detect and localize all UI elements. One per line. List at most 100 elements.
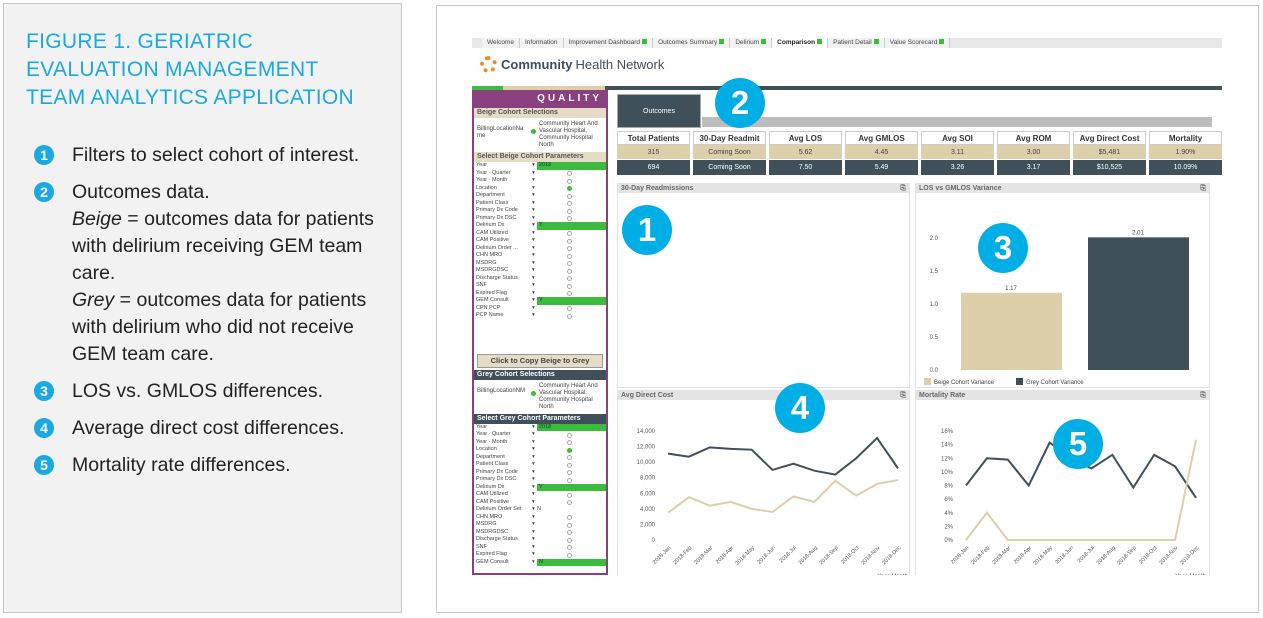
param-row[interactable]: Delirium Dx ▾ Y	[474, 483, 606, 491]
dropdown-icon[interactable]: ▾	[532, 259, 535, 266]
dropdown-icon[interactable]: ▾	[532, 506, 535, 512]
param-row[interactable]: CAM Positive ▾	[474, 499, 606, 507]
dropdown-icon[interactable]: ▾	[532, 446, 535, 452]
tab-information[interactable]: Information	[519, 38, 564, 48]
export-icon[interactable]: ⎘	[1200, 185, 1206, 192]
param-row[interactable]: Primary Dx Code ▾	[474, 207, 606, 215]
dropdown-icon[interactable]: ▾	[532, 453, 535, 460]
param-row[interactable]: Year - Quarter ▾	[474, 431, 606, 439]
param-row[interactable]: GEM Consult ▾ Y	[474, 297, 606, 305]
dropdown-icon[interactable]: ▾	[532, 491, 535, 497]
dropdown-icon[interactable]: ▾	[532, 312, 535, 318]
param-row[interactable]: MSDRGDSC ▾	[474, 529, 606, 537]
param-row[interactable]: Location ▾	[474, 446, 606, 454]
dropdown-icon[interactable]: ▾	[532, 483, 535, 490]
tab-outcomes[interactable]: Outcomes	[617, 94, 701, 128]
tab-improvement-dashboard[interactable]: Improvement Dashboard	[563, 38, 654, 48]
param-row[interactable]: Year - Quarter ▾	[474, 170, 606, 178]
dropdown-icon[interactable]: ▾	[532, 199, 535, 206]
dropdown-icon[interactable]: ▾	[532, 237, 535, 243]
param-row[interactable]: Patient Class ▾	[474, 200, 606, 208]
dropdown-icon[interactable]: ▾	[532, 498, 535, 505]
dropdown-icon[interactable]: ▾	[532, 528, 535, 535]
dropdown-icon[interactable]: ▾	[532, 304, 535, 311]
param-row[interactable]: Expired Flag ▾	[474, 290, 606, 298]
dropdown-icon[interactable]: ▾	[532, 222, 535, 228]
param-row[interactable]: Primary Dx DSC ▾	[474, 476, 606, 484]
param-row[interactable]: CAM Positive ▾	[474, 237, 606, 245]
param-row[interactable]: MSDRG ▾	[474, 260, 606, 268]
param-row[interactable]: Expired Flag ▾	[474, 551, 606, 559]
param-row[interactable]: CPN PCP ▾	[474, 305, 606, 313]
dropdown-icon[interactable]: ▾	[532, 267, 535, 273]
param-row[interactable]: Discharge Status ▾	[474, 536, 606, 544]
tab-outcomes-summary[interactable]: Outcomes Summary	[653, 38, 731, 48]
dropdown-icon[interactable]: ▾	[532, 521, 535, 527]
dropdown-icon[interactable]: ▾	[532, 468, 535, 475]
param-row[interactable]: CHN MRO ▾	[474, 252, 606, 260]
param-row[interactable]: Year ▾ 2018	[474, 423, 606, 431]
param-row[interactable]: Year ▾ 2018	[474, 162, 606, 170]
dropdown-icon[interactable]: ▾	[532, 536, 535, 542]
param-row[interactable]: CHN MRO ▾	[474, 514, 606, 522]
param-row[interactable]: SNF ▾	[474, 282, 606, 290]
dropdown-icon[interactable]: ▾	[532, 461, 535, 467]
param-row[interactable]: GEM Consult ▾ N	[474, 558, 606, 566]
param-row[interactable]: Primary Dx Code ▾	[474, 469, 606, 477]
dropdown-icon[interactable]: ▾	[532, 192, 535, 198]
param-row[interactable]: Delirium Order Set ▾ N	[474, 506, 606, 514]
tab-comparison[interactable]: Comparison	[772, 38, 829, 48]
beige-selection-box[interactable]: BillingLocationName Community Heart And V…	[474, 118, 606, 152]
dropdown-icon[interactable]: ▾	[532, 558, 535, 565]
dropdown-icon[interactable]: ▾	[532, 551, 535, 557]
dropdown-icon[interactable]: ▾	[532, 177, 535, 183]
dropdown-icon[interactable]: ▾	[532, 184, 535, 191]
dropdown-icon[interactable]: ▾	[532, 282, 535, 288]
tab-value-scorecard[interactable]: Value Scorecard	[884, 38, 951, 48]
param-row[interactable]: Location ▾	[474, 185, 606, 193]
dropdown-icon[interactable]: ▾	[532, 229, 535, 236]
param-row[interactable]: MSDRG ▾	[474, 521, 606, 529]
param-row[interactable]: CAM Utilized ▾	[474, 230, 606, 238]
param-row[interactable]: Year - Month ▾	[474, 177, 606, 185]
dropdown-icon[interactable]: ▾	[532, 274, 535, 281]
dropdown-icon[interactable]: ▾	[532, 297, 535, 303]
dropdown-icon[interactable]: ▾	[532, 252, 535, 258]
param-row[interactable]: Year - Month ▾	[474, 439, 606, 447]
tab-patient-detail[interactable]: Patient Detail	[828, 38, 885, 48]
dropdown-icon[interactable]: ▾	[532, 244, 535, 251]
export-icon[interactable]: ⎘	[900, 392, 906, 399]
param-row[interactable]: Delirium Dx ▾ Y	[474, 222, 606, 230]
param-row[interactable]: SNF ▾	[474, 544, 606, 552]
export-icon[interactable]: ⎘	[1200, 392, 1206, 399]
param-row[interactable]: PCP Name ▾	[474, 312, 606, 320]
param-row[interactable]: Patient Class ▾	[474, 461, 606, 469]
param-row[interactable]: Department ▾	[474, 454, 606, 462]
param-row[interactable]: Primary Dx DSC ▾	[474, 215, 606, 223]
dropdown-icon[interactable]: ▾	[532, 169, 535, 176]
dropdown-icon[interactable]: ▾	[532, 423, 535, 430]
export-icon[interactable]: ⎘	[900, 185, 906, 192]
param-row[interactable]: Discharge Status ▾	[474, 275, 606, 283]
dropdown-icon[interactable]: ▾	[532, 214, 535, 221]
param-row[interactable]: Delirium Order ... ▾	[474, 245, 606, 253]
y-tick-label: 2.0	[930, 236, 939, 242]
legend-label: Beige Cohort Variance	[934, 380, 995, 386]
dropdown-icon[interactable]: ▾	[532, 289, 535, 296]
dropdown-icon[interactable]: ▾	[532, 543, 535, 550]
param-row[interactable]: MSDRGDSC ▾	[474, 267, 606, 275]
dropdown-icon[interactable]: ▾	[532, 513, 535, 520]
dropdown-icon[interactable]: ▾	[532, 207, 535, 213]
tab-delirium[interactable]: Delirium	[730, 38, 773, 48]
param-row[interactable]: CAM Utilized ▾	[474, 491, 606, 499]
y-tick-label: 8,000	[640, 476, 656, 482]
copy-beige-to-grey-button[interactable]: Click to Copy Beige to Grey	[477, 353, 603, 368]
dropdown-icon[interactable]: ▾	[532, 431, 535, 437]
grey-selection-box[interactable]: BillingLocationNM Community Heart And Vas…	[474, 380, 606, 414]
dropdown-icon[interactable]: ▾	[532, 162, 535, 168]
tab-welcome[interactable]: Welcome	[482, 38, 520, 48]
dropdown-icon[interactable]: ▾	[532, 438, 535, 445]
param-row[interactable]: Department ▾	[474, 192, 606, 200]
dropdown-icon[interactable]: ▾	[532, 476, 535, 482]
param-name: MSDRGDSC	[476, 267, 509, 273]
